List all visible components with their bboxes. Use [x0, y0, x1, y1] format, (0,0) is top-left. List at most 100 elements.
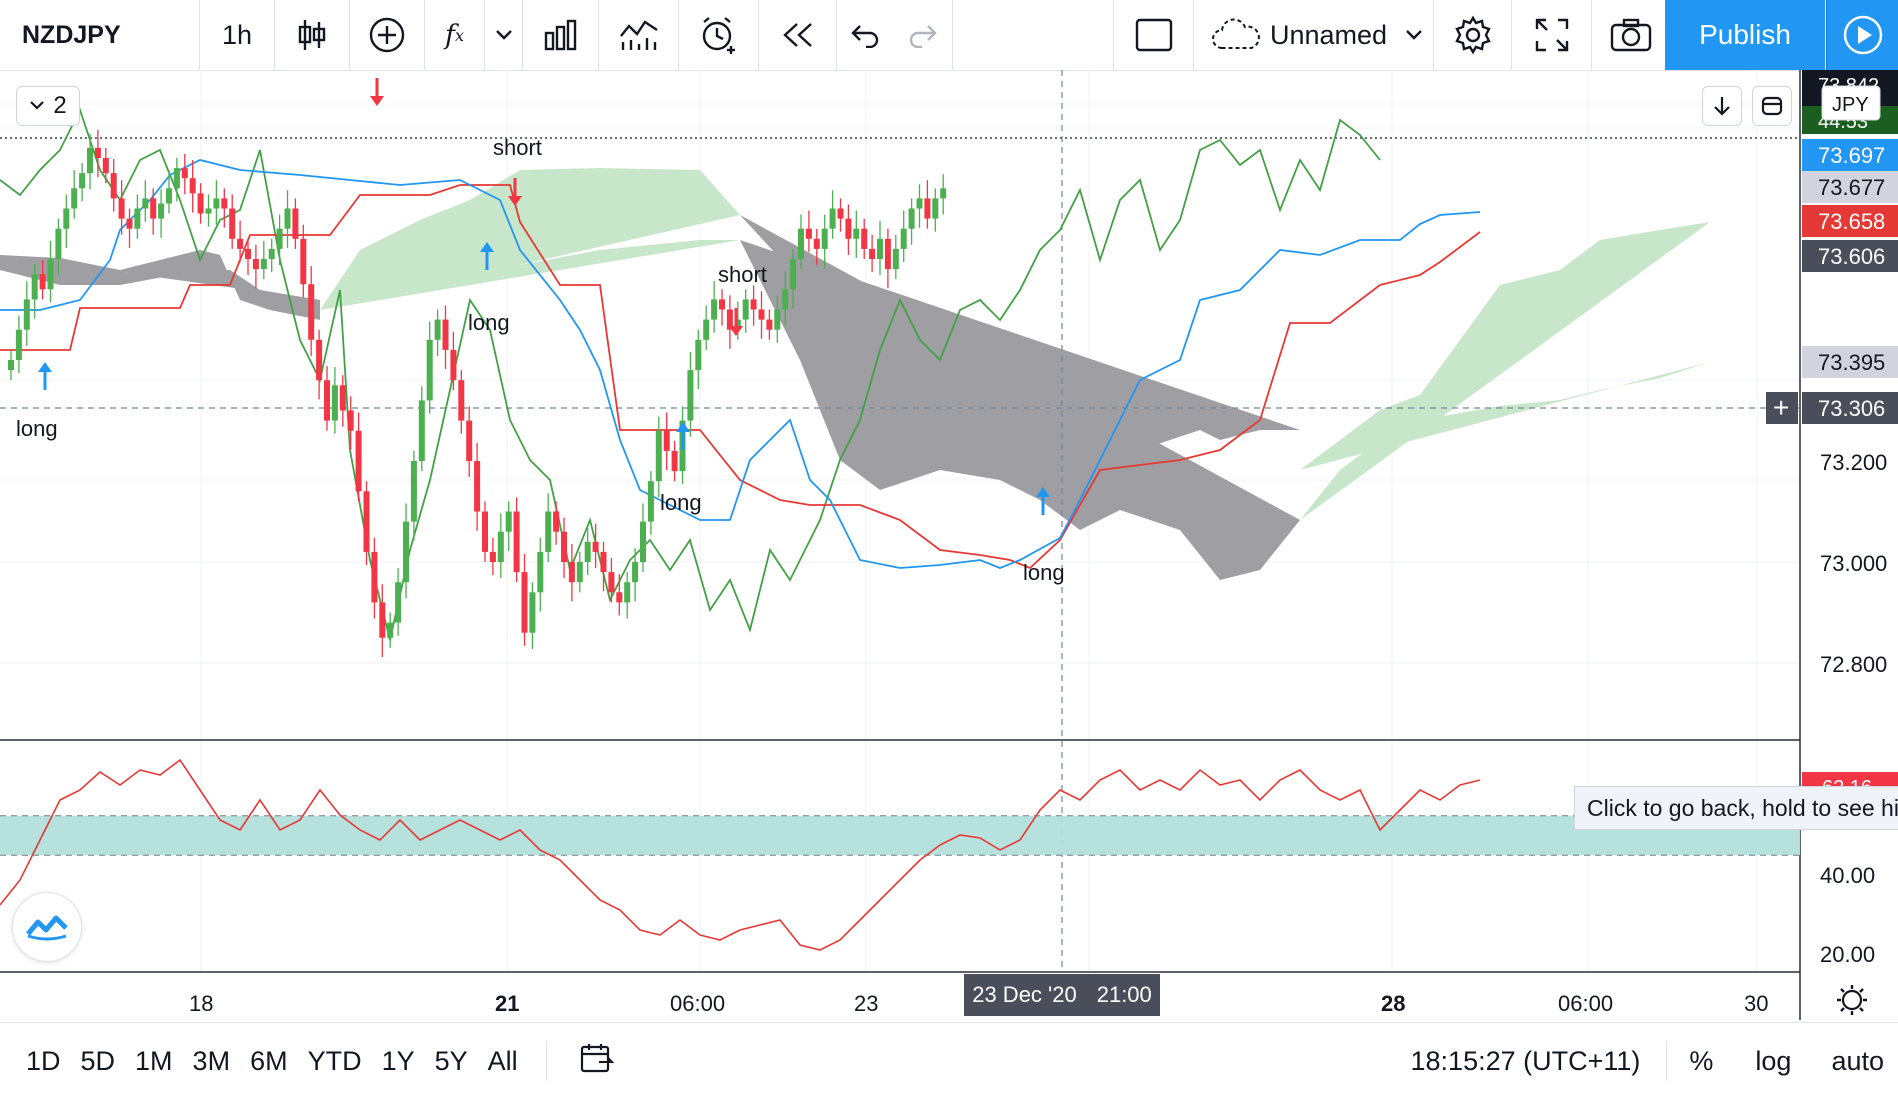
candle-body: [924, 198, 931, 219]
camera-icon[interactable]: [1592, 0, 1671, 70]
candle-body: [624, 582, 631, 603]
undo-icon[interactable]: [837, 0, 893, 70]
percent-toggle[interactable]: %: [1689, 1045, 1714, 1076]
candle-body: [213, 198, 220, 209]
candle-body: [474, 461, 481, 512]
candle-body: [853, 228, 860, 239]
symbol-search-button[interactable]: NZDJPY: [0, 0, 200, 70]
candle-body: [632, 562, 639, 583]
candle-body: [742, 299, 749, 320]
price-chart[interactable]: long short long short long long 73.200 73.000 72…: [0, 70, 1898, 1020]
redo-icon[interactable]: [893, 0, 953, 70]
add-indicator-icon[interactable]: [350, 0, 425, 70]
range-tab-5y[interactable]: 5Y: [434, 1045, 468, 1076]
candle-body: [387, 622, 394, 638]
candle-body: [805, 228, 812, 239]
candle-body: [932, 198, 939, 219]
candle-body: [229, 208, 236, 239]
clock-timezone[interactable]: 18:15:27 (UTC+11): [1410, 1045, 1641, 1076]
gear-icon[interactable]: [1434, 0, 1512, 70]
candle-body: [87, 147, 93, 174]
signal-label: short: [493, 135, 542, 160]
time-axis-label: 30: [1744, 991, 1768, 1016]
play-icon[interactable]: [1826, 0, 1898, 70]
go-to-date-icon[interactable]: [579, 1042, 615, 1081]
scroll-down-icon[interactable]: [1702, 86, 1742, 126]
signal-label: long: [16, 416, 58, 441]
auto-toggle[interactable]: auto: [1831, 1045, 1884, 1076]
price-label-badge: [1802, 392, 1898, 424]
candle-body: [687, 370, 694, 421]
range-tab-1y[interactable]: 1Y: [381, 1045, 415, 1076]
candle-body: [237, 238, 244, 249]
time-axis-label: 06:00: [670, 991, 725, 1016]
candle-body: [158, 203, 165, 219]
candle-body: [403, 521, 409, 583]
crosshair-hour: 21:00: [1096, 982, 1152, 1007]
layout-name: Unnamed: [1270, 19, 1388, 50]
candle-body: [418, 400, 425, 461]
candle-body: [663, 430, 670, 451]
square-icon[interactable]: [1114, 0, 1194, 70]
kijun-sen-line: [0, 184, 1481, 570]
candle-body: [640, 521, 646, 562]
chevron-down-icon: [1406, 30, 1422, 40]
candle-body: [308, 284, 315, 340]
tradingview-logo-icon[interactable]: [12, 892, 82, 962]
indicators-icon[interactable]: [599, 0, 679, 70]
maximize-pane-icon[interactable]: [1752, 86, 1792, 126]
candle-body: [584, 541, 591, 562]
candle-body: [371, 551, 378, 603]
candle-body: [568, 562, 575, 583]
candle-body: [347, 410, 354, 431]
replay-icon[interactable]: [759, 0, 837, 70]
chevron-down-icon: [30, 101, 45, 110]
signal-label: long: [660, 490, 702, 515]
candle-body: [31, 274, 38, 300]
candle-body: [884, 238, 891, 270]
layout-name-button[interactable]: Unnamed: [1194, 0, 1434, 70]
candle-body: [458, 380, 465, 421]
publish-button[interactable]: Publish: [1665, 0, 1825, 70]
long-arrow-icon: [38, 362, 52, 372]
candle-body: [39, 274, 46, 290]
range-tab-5d[interactable]: 5D: [80, 1045, 116, 1076]
range-tab-1m[interactable]: 1M: [135, 1045, 173, 1076]
candle-body: [616, 592, 623, 603]
candle-body: [600, 551, 607, 573]
legend-toggle-button[interactable]: 2: [16, 86, 80, 126]
candle-body: [845, 218, 852, 239]
long-arrow-icon: [480, 242, 494, 252]
candle-body: [655, 430, 662, 482]
alert-icon[interactable]: [679, 0, 759, 70]
range-tab-6m[interactable]: 6M: [250, 1045, 288, 1076]
candle-body: [940, 188, 947, 199]
crosshair-plus-icon: +: [1773, 392, 1789, 423]
candle-body: [268, 248, 275, 259]
rsi-band: [0, 815, 1800, 856]
rsi-line: [0, 758, 1481, 951]
range-tab-ytd[interactable]: YTD: [307, 1045, 362, 1076]
range-tab-all[interactable]: All: [487, 1045, 518, 1076]
candle-body: [55, 228, 62, 259]
time-axis-label: 18: [189, 991, 213, 1016]
interval-button[interactable]: 1h: [200, 0, 275, 70]
range-tab-1d[interactable]: 1D: [26, 1045, 61, 1076]
price-label-badge: [1802, 139, 1898, 171]
candle-body: [813, 238, 820, 249]
rsi-axis-label: 20.00: [1820, 942, 1875, 967]
cloud-bearish: [740, 215, 1300, 580]
signal-label: short: [718, 262, 767, 287]
log-toggle[interactable]: log: [1755, 1045, 1792, 1076]
candle-body: [774, 309, 781, 330]
crosshair-plus-icon: [1766, 392, 1798, 424]
chevron-down-icon[interactable]: [485, 0, 523, 70]
bar-style-icon[interactable]: [523, 0, 599, 70]
price-label-value: 73.395: [1818, 350, 1885, 375]
candles-icon[interactable]: [275, 0, 350, 70]
range-tab-3m[interactable]: 3M: [192, 1045, 231, 1076]
price-axis-label: 73.000: [1820, 551, 1887, 576]
legend-count: 2: [53, 92, 67, 119]
fullscreen-icon[interactable]: [1512, 0, 1592, 70]
